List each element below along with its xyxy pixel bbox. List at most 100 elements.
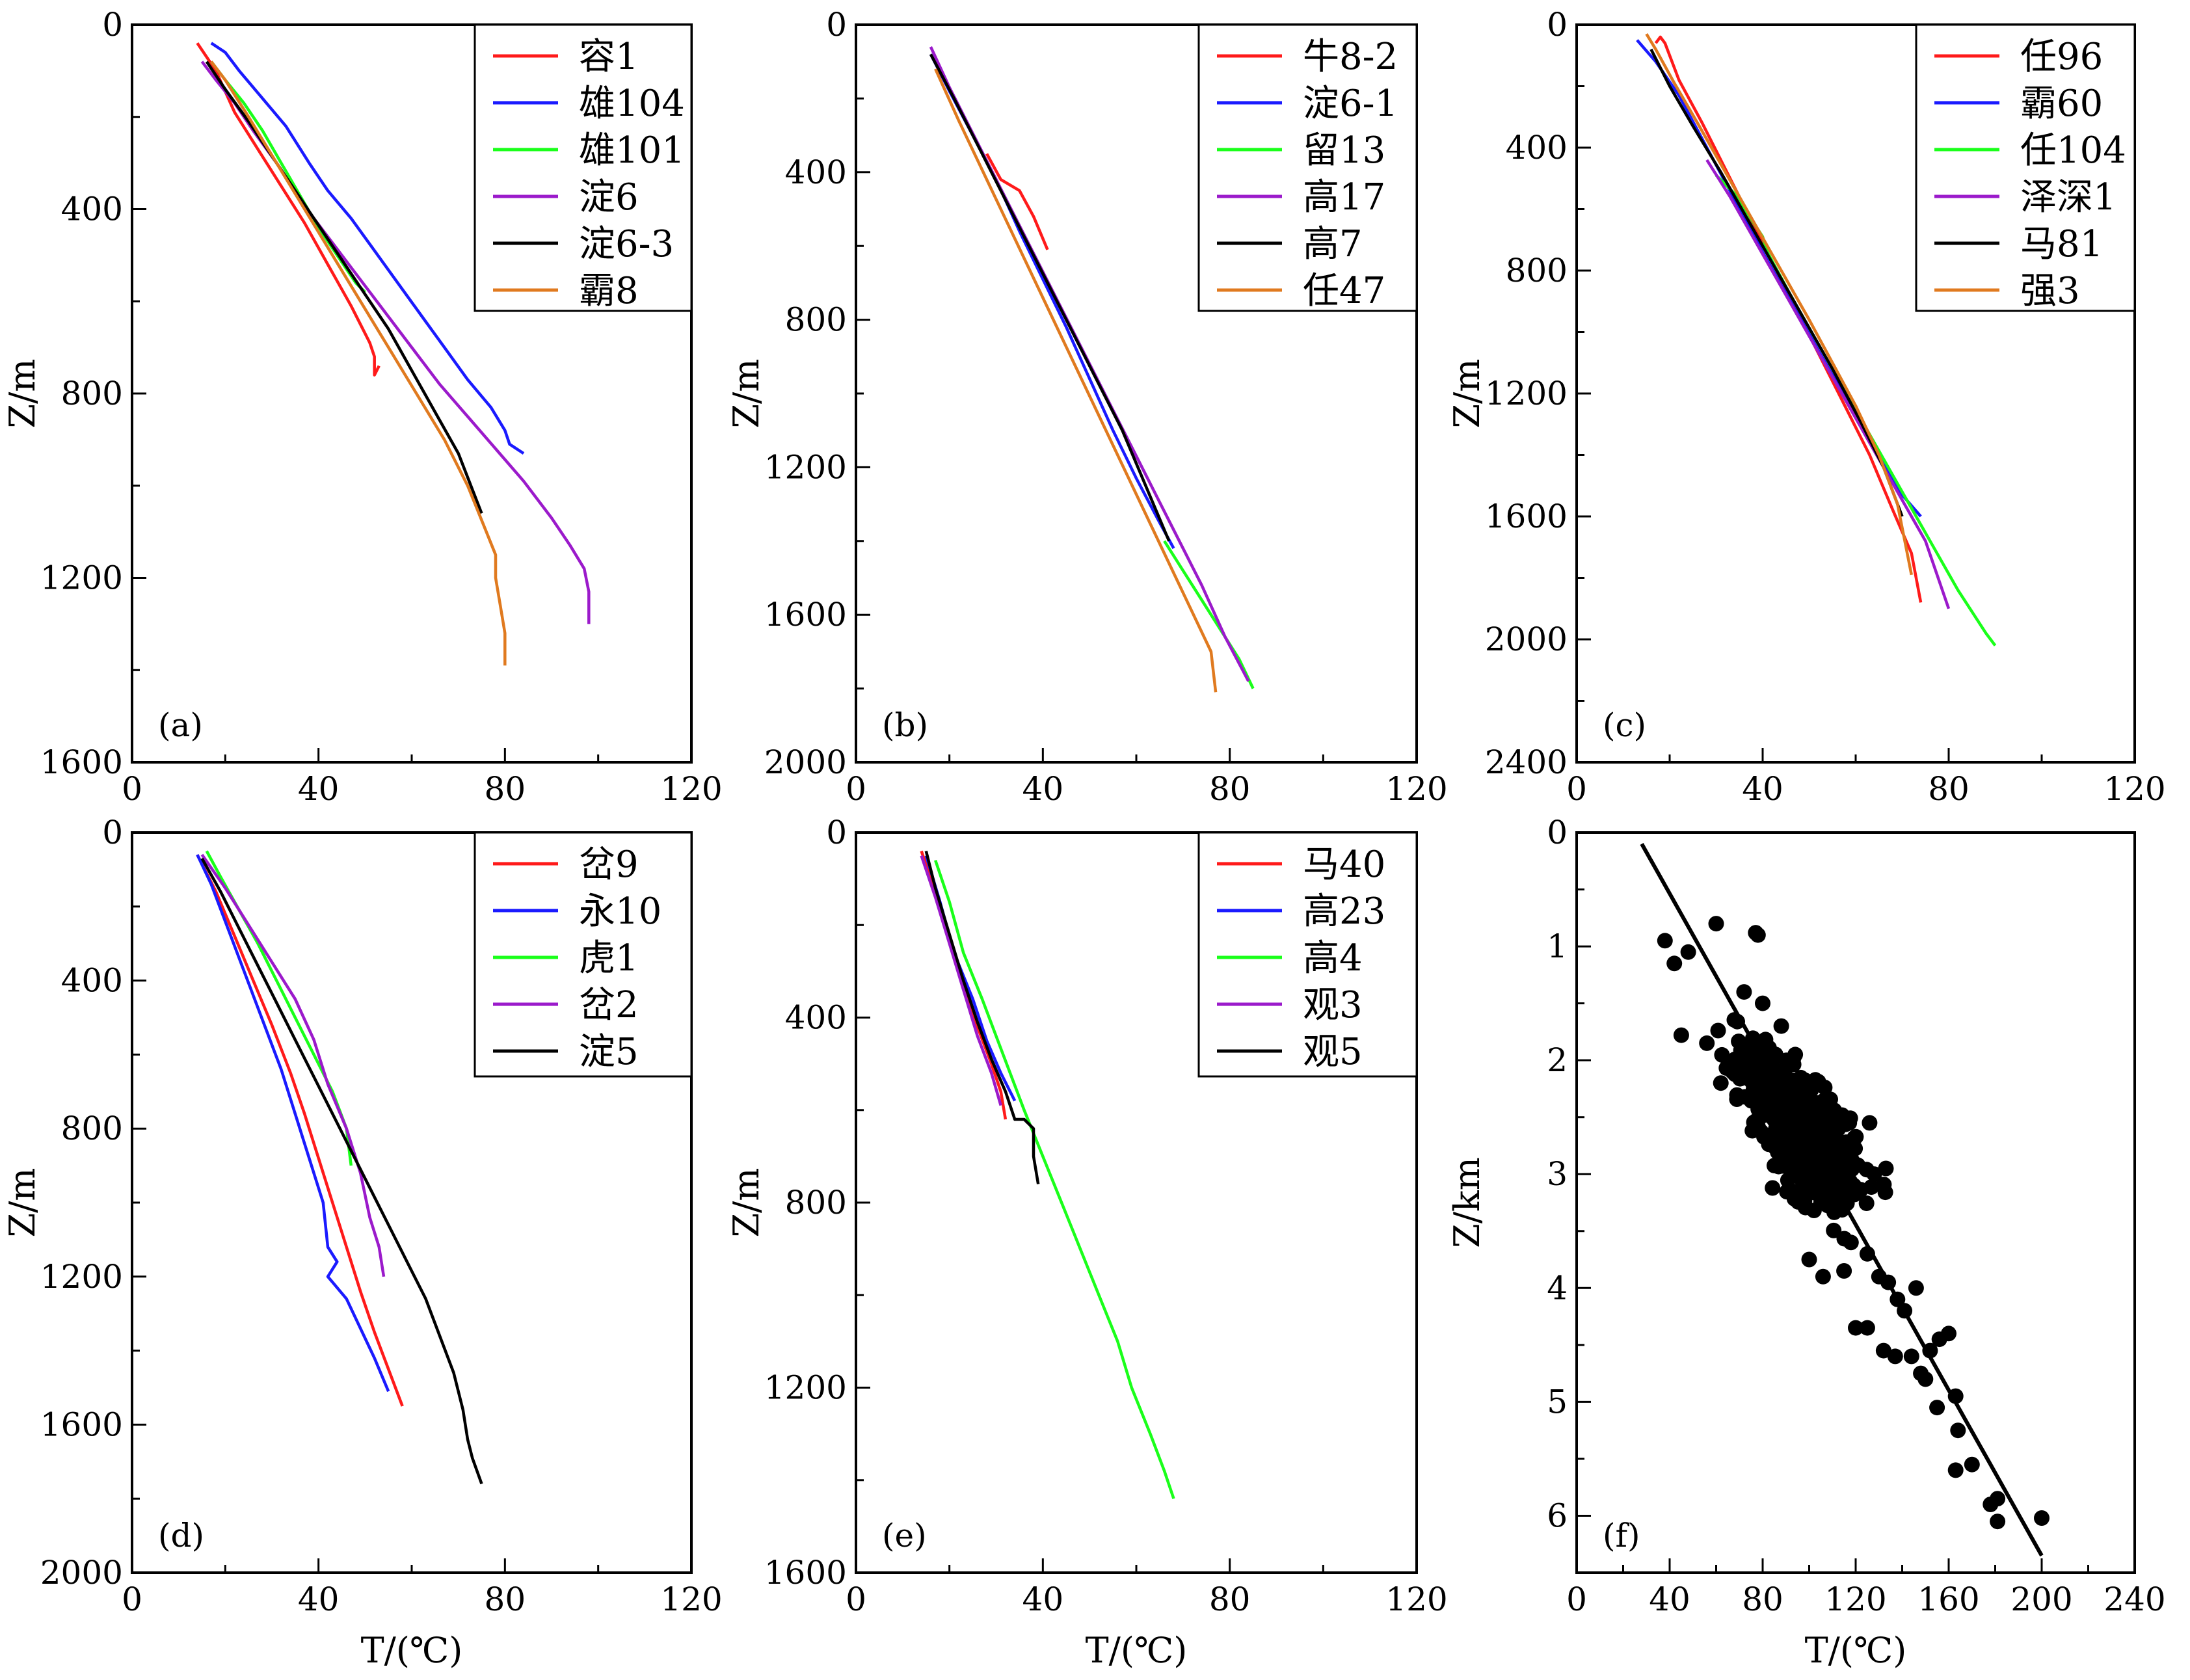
scatter-point [1964,1456,1980,1473]
series-line-1 [196,854,404,1407]
x-tick-label: 0 [846,1580,866,1618]
x-tick-label: 80 [485,1580,526,1618]
y-tick-label: 400 [1506,129,1568,167]
x-tick-label: 200 [2010,1580,2072,1618]
legend-label: 淀6-3 [579,223,674,265]
legend-box [1197,23,1418,312]
y-tick-label: 800 [785,1184,847,1221]
x-axis-label: T/(℃) [1805,1630,1907,1671]
y-tick-label: 400 [61,962,123,1000]
panel-label: (c) [1603,706,1646,744]
panel-label: (a) [158,706,203,744]
legend-label: 虎1 [579,937,639,980]
scatter-point [2034,1510,2050,1526]
x-tick-label: 120 [1385,770,1447,808]
series-line-5 [1649,48,1904,517]
y-tick-label: 800 [61,1110,123,1147]
scatter-point [1785,1161,1802,1177]
scatter-point [1862,1115,1878,1131]
series-line-1 [196,42,381,377]
series-line-3 [1163,540,1255,689]
scatter-point [1713,1075,1729,1091]
scatter-point [1710,1022,1726,1039]
y-axis-label: Z/m [1447,359,1488,429]
x-tick-label: 80 [1209,770,1251,808]
y-tick-label: 1200 [1485,375,1568,412]
panel-b: 0 40 80 1200400800120016002000Z/m(b)牛8-2淀6-… [726,6,1448,808]
y-tick-label: 1600 [40,743,123,781]
x-tick-label: 40 [1649,1580,1690,1618]
panel-d: 0 40 80 1200400800120016002000Z/m(d)岔9永10虎1… [2,814,723,1671]
scatter-point [1903,1348,1919,1365]
x-tick-label: 80 [485,770,526,808]
scatter-point [1858,1195,1875,1211]
scatter-point [1843,1234,1859,1251]
scatter-point [1680,944,1696,960]
scatter-point [1729,1087,1745,1103]
series-line-4 [920,855,1002,1106]
scatter-point [1841,1138,1858,1154]
scatter-point [1699,1035,1715,1051]
scatter-point [1766,1098,1782,1114]
legend-label: 马40 [1303,844,1385,886]
y-tick-label: 1 [1547,927,1568,965]
scatter-point [1866,1166,1882,1182]
y-tick-label: 3 [1547,1155,1568,1193]
legend-box [1915,23,2136,312]
scatter-point [1782,1121,1798,1137]
scatter-point [1950,1422,1966,1439]
legend-label: 霸60 [2020,83,2103,125]
y-tick-label: 800 [1506,252,1568,289]
y-tick-label: 400 [785,153,847,191]
scatter-point [1824,1200,1841,1216]
y-tick-label: 5 [1547,1383,1568,1420]
legend-label: 岔9 [579,844,639,886]
y-tick-label: 0 [1547,6,1568,44]
series-line-6 [934,68,1218,693]
scatter-point [1714,1047,1730,1063]
x-tick-label: 0 [1566,1580,1587,1618]
x-tick-label: 120 [2103,770,2165,808]
x-tick-label: 120 [660,1580,722,1618]
x-tick-label: 0 [122,770,142,808]
scatter-point [1750,927,1766,943]
panel-a: 0 40 80 120040080012001600Z/m(a)容1雄104雄101淀… [2,6,723,808]
scatter-point [1990,1513,2006,1530]
y-axis-label: Z/m [726,359,767,429]
legend-label: 高4 [1303,937,1363,980]
scatter-point [1752,1084,1768,1100]
legend-box [474,831,693,1078]
scatter-point [1769,1134,1785,1150]
y-tick-label: 2400 [1485,743,1568,781]
scatter-point [1789,1098,1806,1114]
scatter-point [1773,1018,1789,1034]
scatter-point [1837,1116,1854,1132]
scatter-point [1765,1180,1781,1196]
panel-label: (b) [882,706,928,744]
y-tick-label: 0 [826,6,847,44]
series-line-2 [924,855,1017,1102]
y-tick-label: 2 [1547,1041,1568,1079]
scatter-point [1815,1124,1831,1140]
scatter-point [1787,1047,1804,1063]
scatter-point [1761,1040,1777,1056]
scatter-point [1917,1371,1934,1387]
legend-label: 高23 [1303,890,1385,933]
panel-label: (e) [882,1517,927,1554]
legend-label: 容1 [579,36,639,78]
scatter-point [1782,1182,1798,1198]
legend-box [1197,831,1418,1078]
scatter-point [1708,916,1724,932]
series-line-2 [1636,39,1922,518]
scatter-point [1876,1177,1892,1193]
y-tick-label: 2000 [1485,620,1568,658]
y-tick-label: 800 [61,375,123,412]
scatter-point [1875,1342,1891,1359]
scatter-point [1823,1104,1839,1120]
legend-label: 强3 [2020,270,2080,312]
x-tick-label: 40 [1022,1580,1064,1618]
y-axis-label: Z/km [1447,1157,1488,1248]
x-tick-label: 0 [1566,770,1587,808]
scatter-point [1801,1177,1817,1193]
legend-label: 岔2 [579,984,639,1026]
